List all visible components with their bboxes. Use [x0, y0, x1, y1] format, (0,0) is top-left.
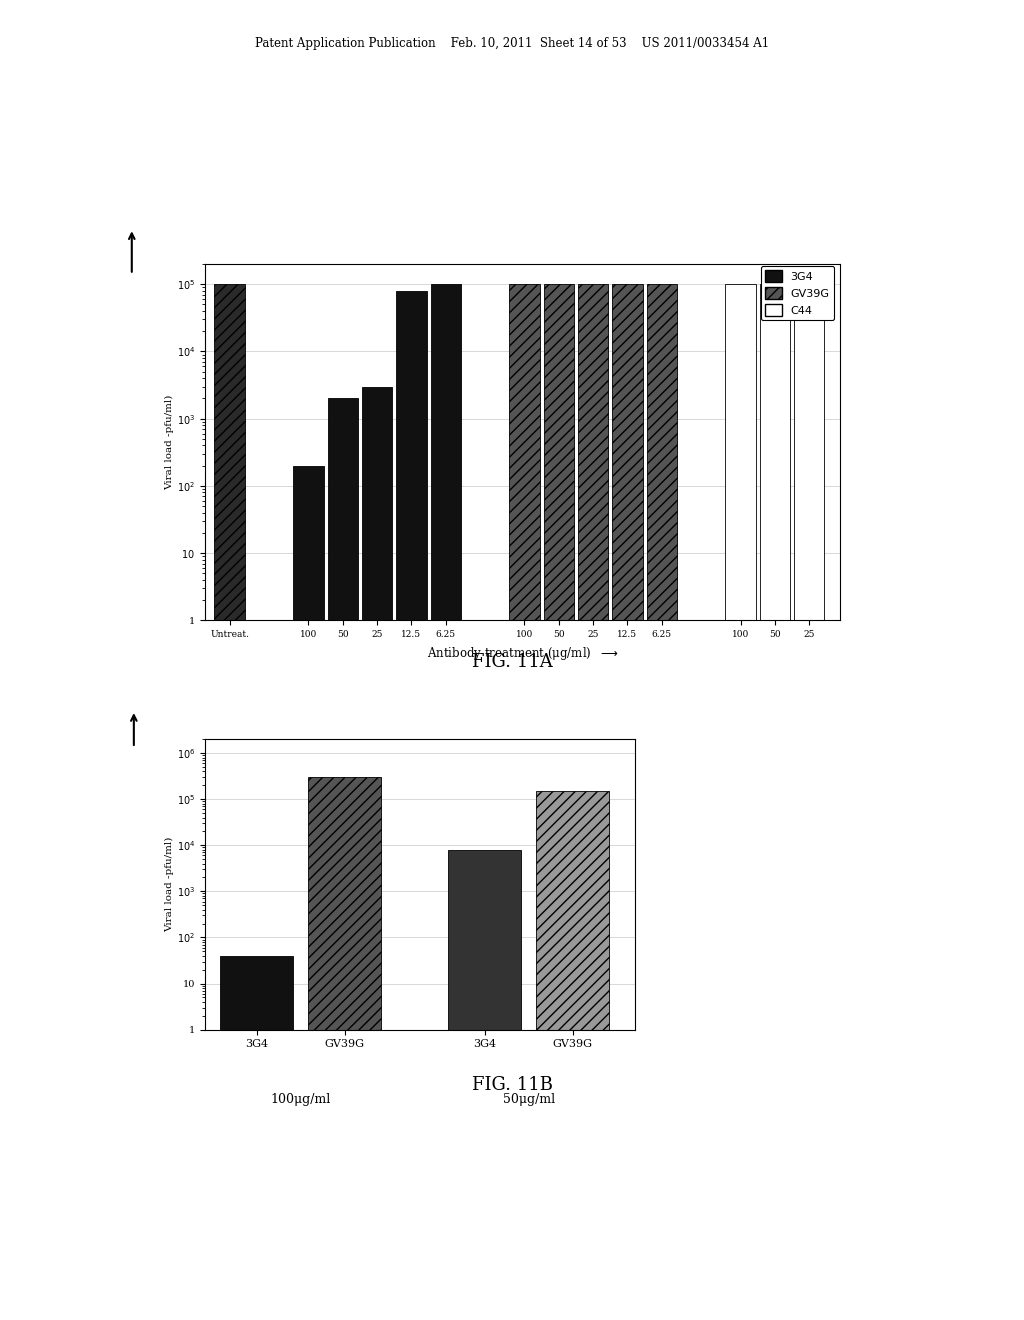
Bar — [544, 284, 574, 1320]
X-axis label: Antibody treatment (μg/ml)  $\longrightarrow$: Antibody treatment (μg/ml) $\longrightar… — [427, 644, 617, 661]
Bar — [509, 284, 540, 1320]
Bar — [725, 284, 756, 1320]
Bar — [214, 284, 245, 1320]
Bar — [794, 284, 824, 1320]
Legend: 3G4, GV39G, C44: 3G4, GV39G, C44 — [761, 267, 835, 321]
Bar — [430, 284, 461, 1320]
Bar — [646, 284, 677, 1320]
Bar — [449, 850, 521, 1320]
Bar — [361, 387, 392, 1320]
Y-axis label: Viral load -pfu/ml): Viral load -pfu/ml) — [165, 395, 174, 490]
Bar — [578, 284, 608, 1320]
Text: Patent Application Publication    Feb. 10, 2011  Sheet 14 of 53    US 2011/00334: Patent Application Publication Feb. 10, … — [255, 37, 769, 50]
Bar — [760, 284, 791, 1320]
Bar — [308, 777, 381, 1320]
Bar — [328, 399, 358, 1320]
Bar — [537, 791, 609, 1320]
Bar — [396, 290, 427, 1320]
Text: 50μg/ml: 50μg/ml — [503, 1093, 555, 1106]
Y-axis label: Viral load -pfu/ml): Viral load -pfu/ml) — [165, 837, 174, 932]
Bar — [220, 956, 293, 1320]
Text: FIG. 11A: FIG. 11A — [472, 653, 552, 672]
Bar — [293, 466, 324, 1320]
Bar — [612, 284, 643, 1320]
Text: 100μg/ml: 100μg/ml — [270, 1093, 331, 1106]
Text: FIG. 11B: FIG. 11B — [471, 1076, 553, 1094]
